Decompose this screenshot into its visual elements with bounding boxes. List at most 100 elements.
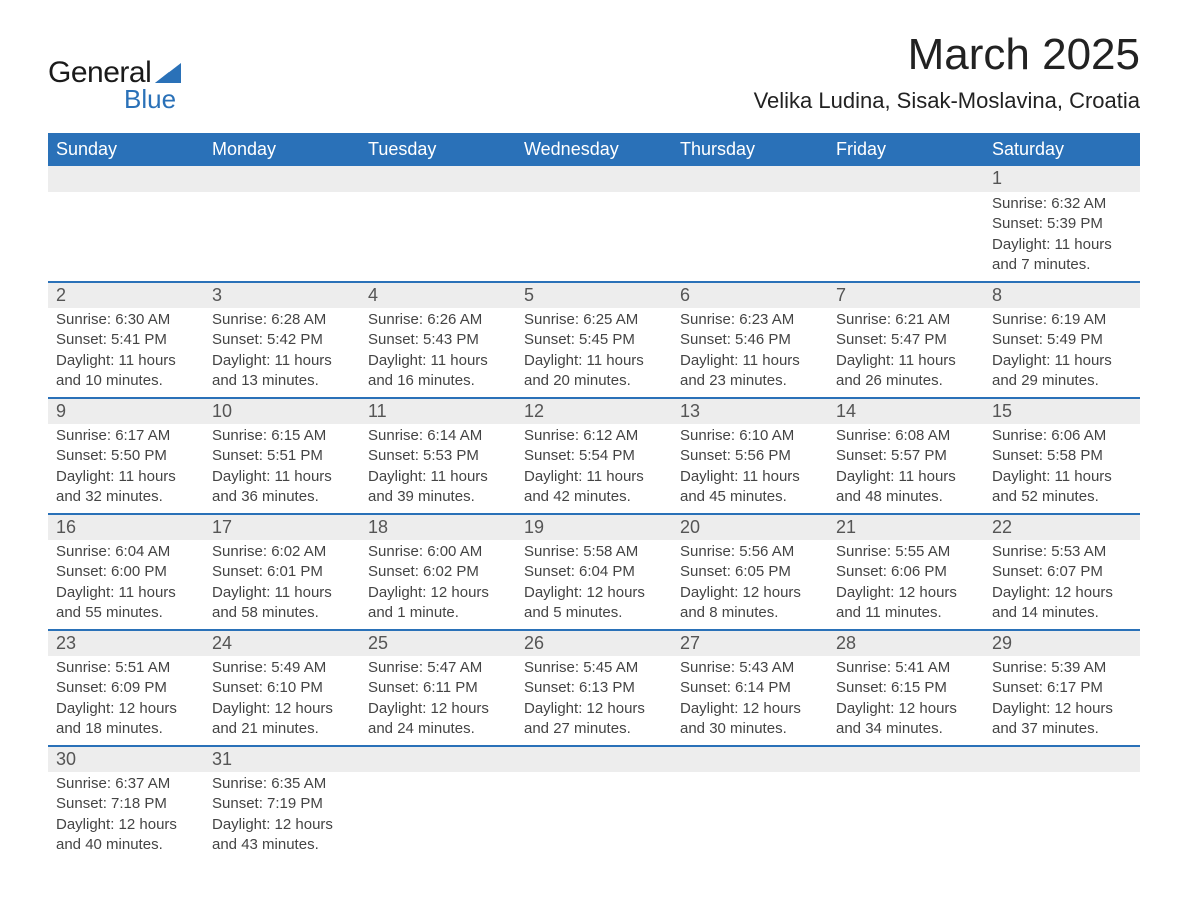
day-details-cell: Sunrise: 6:15 AMSunset: 5:51 PMDaylight:… [204, 424, 360, 514]
daylight-line1: Daylight: 11 hours [992, 351, 1132, 371]
day-details-cell: Sunrise: 6:04 AMSunset: 6:00 PMDaylight:… [48, 540, 204, 630]
sunrise-text: Sunrise: 6:06 AM [992, 426, 1132, 446]
day-number: 31 [212, 749, 232, 769]
day-details-cell: Sunrise: 6:32 AMSunset: 5:39 PMDaylight:… [984, 192, 1140, 282]
day-number-cell: 7 [828, 282, 984, 308]
daylight-line1: Daylight: 12 hours [992, 583, 1132, 603]
day-number-cell: 20 [672, 514, 828, 540]
daylight-line2: and 24 minutes. [368, 719, 508, 739]
day-number-cell: 2 [48, 282, 204, 308]
month-title: March 2025 [754, 30, 1140, 80]
logo-word2: Blue [124, 84, 181, 115]
day-details-cell: Sunrise: 5:58 AMSunset: 6:04 PMDaylight:… [516, 540, 672, 630]
day-number: 18 [368, 517, 388, 537]
day-details-cell: Sunrise: 6:12 AMSunset: 5:54 PMDaylight:… [516, 424, 672, 514]
day-number: 26 [524, 633, 544, 653]
daylight-line1: Daylight: 11 hours [212, 351, 352, 371]
sunrise-text: Sunrise: 5:55 AM [836, 542, 976, 562]
day-details-cell: Sunrise: 6:14 AMSunset: 5:53 PMDaylight:… [360, 424, 516, 514]
day-details-cell: Sunrise: 6:10 AMSunset: 5:56 PMDaylight:… [672, 424, 828, 514]
daylight-line1: Daylight: 11 hours [524, 351, 664, 371]
sunset-text: Sunset: 6:02 PM [368, 562, 508, 582]
day-details-cell: Sunrise: 5:45 AMSunset: 6:13 PMDaylight:… [516, 656, 672, 746]
daylight-line1: Daylight: 11 hours [56, 467, 196, 487]
day-details-cell: Sunrise: 6:02 AMSunset: 6:01 PMDaylight:… [204, 540, 360, 630]
sunset-text: Sunset: 6:13 PM [524, 678, 664, 698]
day-number-cell [516, 166, 672, 192]
sunrise-text: Sunrise: 6:17 AM [56, 426, 196, 446]
sunset-text: Sunset: 5:50 PM [56, 446, 196, 466]
daylight-line2: and 26 minutes. [836, 371, 976, 391]
day-details-cell: Sunrise: 6:21 AMSunset: 5:47 PMDaylight:… [828, 308, 984, 398]
sunrise-text: Sunrise: 6:12 AM [524, 426, 664, 446]
day-details-cell [828, 192, 984, 282]
day-details-cell: Sunrise: 5:47 AMSunset: 6:11 PMDaylight:… [360, 656, 516, 746]
day-details-cell [672, 192, 828, 282]
day-details-cell: Sunrise: 5:51 AMSunset: 6:09 PMDaylight:… [48, 656, 204, 746]
day-details-cell: Sunrise: 6:26 AMSunset: 5:43 PMDaylight:… [360, 308, 516, 398]
day-details-cell [360, 772, 516, 861]
daylight-line2: and 14 minutes. [992, 603, 1132, 623]
week-daynum-row: 9101112131415 [48, 398, 1140, 424]
sunrise-text: Sunrise: 5:58 AM [524, 542, 664, 562]
sunrise-text: Sunrise: 5:56 AM [680, 542, 820, 562]
day-number: 22 [992, 517, 1012, 537]
day-number: 28 [836, 633, 856, 653]
sunset-text: Sunset: 6:17 PM [992, 678, 1132, 698]
sunrise-text: Sunrise: 6:19 AM [992, 310, 1132, 330]
sunrise-text: Sunrise: 5:47 AM [368, 658, 508, 678]
daylight-line2: and 45 minutes. [680, 487, 820, 507]
day-details-cell: Sunrise: 6:19 AMSunset: 5:49 PMDaylight:… [984, 308, 1140, 398]
day-number: 23 [56, 633, 76, 653]
day-details-cell [204, 192, 360, 282]
day-number: 15 [992, 401, 1012, 421]
day-header: Wednesday [516, 133, 672, 166]
day-header: Tuesday [360, 133, 516, 166]
day-number-cell [672, 746, 828, 772]
sunset-text: Sunset: 6:11 PM [368, 678, 508, 698]
sunrise-text: Sunrise: 6:37 AM [56, 774, 196, 794]
day-number: 19 [524, 517, 544, 537]
day-details-cell: Sunrise: 6:08 AMSunset: 5:57 PMDaylight:… [828, 424, 984, 514]
sunset-text: Sunset: 6:10 PM [212, 678, 352, 698]
daylight-line1: Daylight: 12 hours [836, 699, 976, 719]
daylight-line2: and 27 minutes. [524, 719, 664, 739]
daylight-line1: Daylight: 12 hours [212, 815, 352, 835]
sunrise-text: Sunrise: 6:32 AM [992, 194, 1132, 214]
title-block: March 2025 Velika Ludina, Sisak-Moslavin… [754, 30, 1140, 114]
daylight-line2: and 58 minutes. [212, 603, 352, 623]
day-number-cell: 8 [984, 282, 1140, 308]
day-details-cell: Sunrise: 6:25 AMSunset: 5:45 PMDaylight:… [516, 308, 672, 398]
sunrise-text: Sunrise: 6:04 AM [56, 542, 196, 562]
sunrise-text: Sunrise: 6:28 AM [212, 310, 352, 330]
day-number: 2 [56, 285, 66, 305]
daylight-line2: and 30 minutes. [680, 719, 820, 739]
day-number-cell: 19 [516, 514, 672, 540]
page-header: General Blue March 2025 Velika Ludina, S… [48, 30, 1140, 115]
day-details-cell [984, 772, 1140, 861]
day-number-cell [360, 166, 516, 192]
daylight-line1: Daylight: 11 hours [524, 467, 664, 487]
sunset-text: Sunset: 5:58 PM [992, 446, 1132, 466]
daylight-line1: Daylight: 12 hours [524, 699, 664, 719]
day-number-cell: 9 [48, 398, 204, 424]
daylight-line1: Daylight: 12 hours [992, 699, 1132, 719]
sunset-text: Sunset: 6:14 PM [680, 678, 820, 698]
sunset-text: Sunset: 5:42 PM [212, 330, 352, 350]
day-number-cell [516, 746, 672, 772]
day-details-cell: Sunrise: 6:37 AMSunset: 7:18 PMDaylight:… [48, 772, 204, 861]
sunrise-text: Sunrise: 6:02 AM [212, 542, 352, 562]
day-details-cell [516, 772, 672, 861]
daylight-line2: and 43 minutes. [212, 835, 352, 855]
daylight-line1: Daylight: 11 hours [680, 467, 820, 487]
sunset-text: Sunset: 7:18 PM [56, 794, 196, 814]
week-daynum-row: 1 [48, 166, 1140, 192]
daylight-line1: Daylight: 12 hours [524, 583, 664, 603]
day-number: 16 [56, 517, 76, 537]
daylight-line1: Daylight: 12 hours [56, 699, 196, 719]
sunrise-text: Sunrise: 5:41 AM [836, 658, 976, 678]
daylight-line1: Daylight: 11 hours [368, 351, 508, 371]
day-number: 10 [212, 401, 232, 421]
daylight-line2: and 10 minutes. [56, 371, 196, 391]
day-number-cell: 16 [48, 514, 204, 540]
